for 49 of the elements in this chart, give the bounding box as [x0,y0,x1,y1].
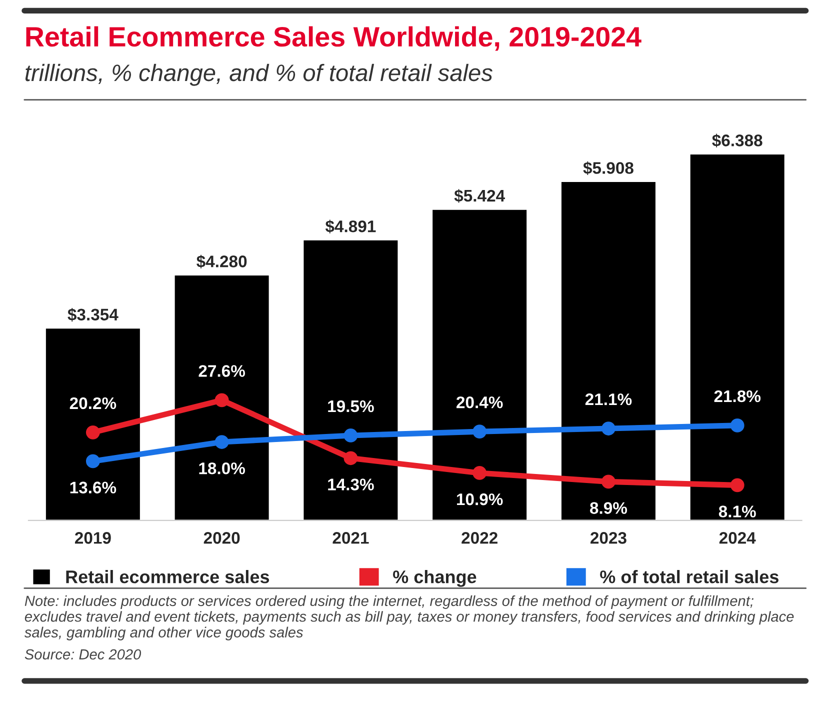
x-tick-label: 2020 [204,532,240,544]
x-tick-label: 2021 [332,532,369,544]
bar [44,327,142,520]
point [214,393,229,408]
data-label: 8.9% [590,502,628,514]
data-label: 18.0% [199,462,246,474]
point [214,435,229,449]
point [86,454,100,468]
point [472,424,487,439]
source-note: Source: Dec 2020 [24,649,142,660]
point [86,425,100,440]
bar [560,180,657,520]
x-tick-label: 2024 [719,532,756,544]
point [602,422,616,436]
point [730,478,744,492]
chart-subtitle: trillions, % change, and % of total retail sales [25,64,492,86]
point [344,451,358,466]
legend-label: % of total retail sales [600,570,778,584]
bar [431,208,528,520]
data-label: $5.908 [583,161,634,175]
data-label: 20.2% [70,397,116,410]
data-label: 21.1% [585,393,632,406]
data-label: $6.388 [712,134,762,148]
legend-label: % change [393,570,476,587]
data-label: 21.8% [714,390,761,402]
data-label: $5.424 [454,189,505,203]
data-label: $3.354 [68,308,118,322]
x-tick-label: 2022 [462,532,498,544]
point [602,474,616,489]
data-label: 27.6% [198,365,246,377]
x-tick-label: 2019 [74,532,111,544]
bar [688,153,786,520]
data-label: $4.891 [325,220,376,234]
bar [302,239,400,520]
data-label: 8.1% [718,506,756,518]
data-label: 20.4% [456,396,503,408]
data-label: 19.5% [328,400,374,412]
text: Note: includes products or services ordered using the internet, regardless of the method of payment or fulfillment; excludes travel and event tickets, payments such as bill pay, taxes or money transfers, food services and drinking place sales, gambling and other vice goods sales [24,595,794,640]
data-label: 13.6% [70,482,116,494]
data-label: $4.280 [196,254,247,268]
point [472,466,487,480]
bar [173,274,270,520]
data-label: 14.3% [328,478,374,490]
legend-label: Retail ecommerce sales [66,570,270,584]
point [730,418,744,432]
chart-title: Retail Ecommerce Sales Worldwide, 2019-2024 [26,26,642,51]
x-tick-label: 2023 [590,532,626,544]
data-label: 10.9% [457,493,503,506]
point [344,428,358,442]
